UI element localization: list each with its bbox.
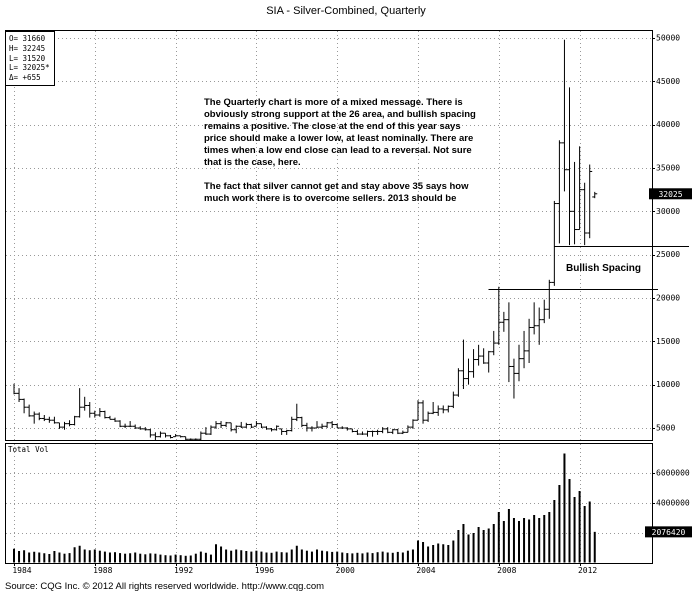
svg-text:1984: 1984: [12, 566, 31, 575]
svg-text:6000000: 6000000: [656, 469, 690, 478]
support-lines: [488, 246, 689, 290]
legend-line-low: L= 31520: [9, 53, 46, 63]
ohlc-legend: O= 31660 H= 32245 L= 31520 L= 32025* Δ= …: [5, 31, 55, 86]
year-axis-labels: 1984 1988 1992 1996 2000 2004 2008 2012: [12, 566, 597, 575]
svg-text:50000: 50000: [656, 34, 680, 43]
volume-bars: [13, 453, 596, 563]
bullish-spacing-label: Bullish Spacing: [566, 263, 642, 274]
price-bars: [13, 39, 598, 441]
svg-text:32025: 32025: [658, 190, 682, 199]
svg-text:2012: 2012: [578, 566, 597, 575]
svg-text:40000: 40000: [656, 120, 680, 129]
svg-text:10000: 10000: [656, 380, 680, 389]
svg-text:1988: 1988: [93, 566, 112, 575]
svg-text:1992: 1992: [174, 566, 193, 575]
chart-title: SIA - Silver-Combined, Quarterly: [266, 5, 426, 17]
annotation-paragraph-2: The fact that silver cannot get and stay…: [204, 181, 469, 205]
legend-line-open: O= 31660: [9, 34, 46, 43]
gridlines: [6, 31, 652, 563]
svg-text:2076420: 2076420: [652, 528, 686, 537]
svg-text:45000: 45000: [656, 77, 680, 86]
svg-text:35000: 35000: [656, 164, 680, 173]
legend-line-high: H= 32245: [9, 43, 46, 53]
source-line: Source: CQG Inc. © 2012 All rights reser…: [5, 581, 325, 592]
svg-text:1996: 1996: [255, 566, 274, 575]
total-vol-label: Total Vol: [8, 445, 49, 454]
svg-text:15000: 15000: [656, 337, 680, 346]
legend-line-change: Δ= +655: [9, 73, 41, 82]
price-axis-labels: 50000 45000 40000 35000 30000 25000 20000 15000…: [656, 34, 680, 433]
last-volume-badge: 2076420: [645, 526, 692, 538]
annotation-text: The Quarterly chart is more of a mixed m…: [204, 97, 476, 218]
svg-text:5000: 5000: [656, 424, 675, 433]
svg-text:20000: 20000: [656, 294, 680, 303]
svg-text:30000: 30000: [656, 207, 680, 216]
svg-text:2008: 2008: [497, 566, 516, 575]
svg-text:4000000: 4000000: [656, 499, 690, 508]
legend-line-last: L= 32025*: [9, 63, 50, 73]
annotation-paragraph-1: The Quarterly chart is more of a mixed m…: [204, 97, 476, 169]
last-price-badge: 32025: [649, 188, 692, 200]
svg-text:2000: 2000: [336, 566, 355, 575]
svg-text:2004: 2004: [416, 566, 435, 575]
svg-text:25000: 25000: [656, 250, 680, 259]
